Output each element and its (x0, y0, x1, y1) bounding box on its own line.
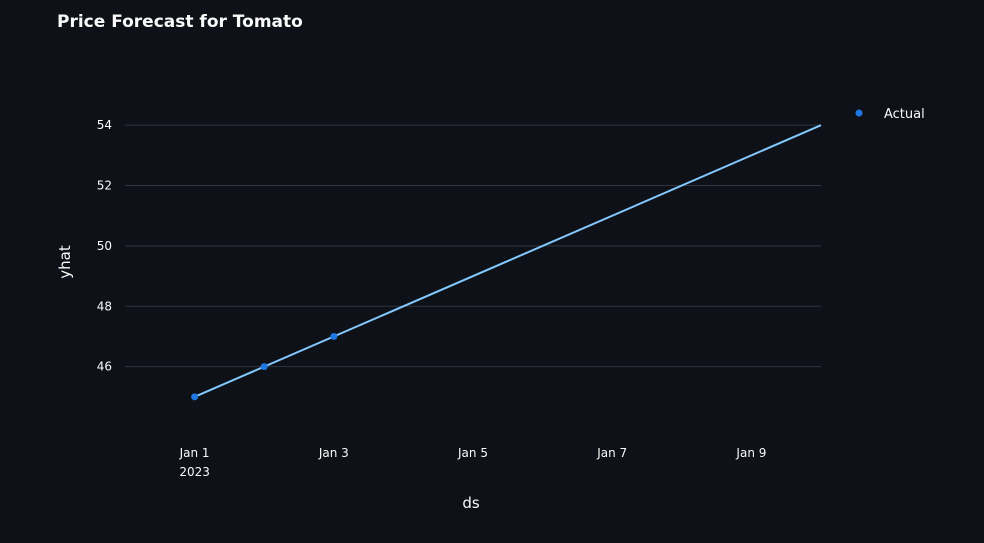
actual-data-point[interactable] (330, 332, 338, 340)
y-tick-label: 52 (97, 179, 112, 193)
y-tick-label: 46 (97, 360, 112, 374)
legend[interactable]: Actual (855, 107, 925, 122)
forecast-line[interactable] (194, 124, 822, 398)
chart-title: Price Forecast for Tomato (57, 12, 303, 32)
x-axis-title: ds (462, 494, 480, 512)
y-tick-label: 50 (97, 239, 112, 253)
x-tick-label: Jan 7 (596, 446, 627, 460)
x-axis-ticks: Jan 1 2023 Jan 3 Jan 5 Jan 7 Jan 9 (179, 446, 767, 479)
y-axis-title: yhat (56, 245, 74, 279)
legend-marker[interactable] (855, 109, 863, 117)
plot-area[interactable] (191, 124, 822, 401)
x-tick-label: Jan 3 (318, 446, 349, 460)
actual-data-point[interactable] (191, 393, 199, 401)
grid-lines (125, 124, 821, 368)
y-tick-label: 54 (97, 118, 112, 132)
x-tick-sublabel: 2023 (179, 465, 210, 479)
legend-entry-label[interactable]: Actual (884, 107, 925, 122)
y-axis-ticks: 46 48 50 52 54 (97, 118, 112, 373)
actual-data-point[interactable] (260, 363, 268, 371)
x-tick-label: Jan 1 (179, 446, 210, 460)
x-tick-label: Jan 5 (457, 446, 488, 460)
y-tick-label: 48 (97, 299, 112, 313)
x-tick-label: Jan 9 (735, 446, 766, 460)
